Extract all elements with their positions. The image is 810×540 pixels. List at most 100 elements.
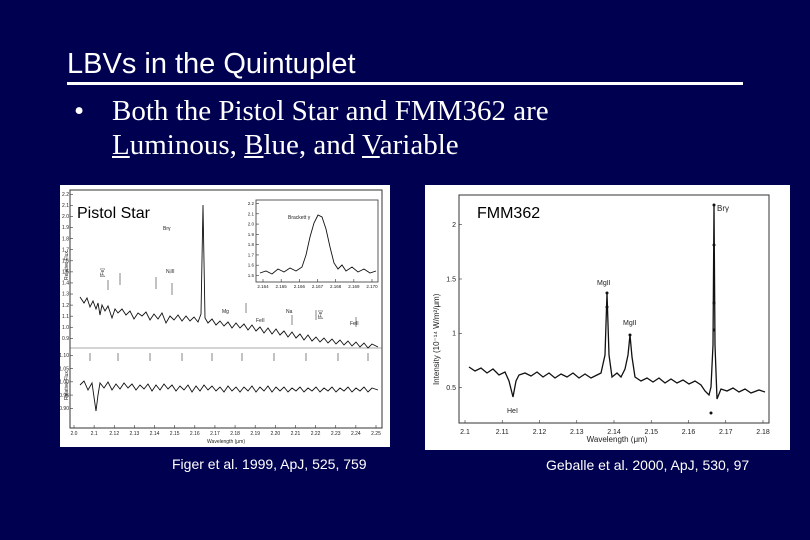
text-uminous: uminous, xyxy=(129,129,245,161)
tick-label: 2.18 xyxy=(230,431,240,437)
x-ticks: 2.0 2.1 2.12 2.13 2.14 2.15 2.16 2.17 2.18 2.19 2.… xyxy=(71,425,381,437)
tick-label: 0.95 xyxy=(60,393,69,399)
tick-label: 2.16 xyxy=(190,431,200,437)
pistol-star-label: Pistol Star xyxy=(77,205,150,222)
annotation-mgii-2: MgII xyxy=(623,320,637,327)
text-lue: lue, and xyxy=(263,129,362,161)
tick-label: 2.2 xyxy=(248,201,255,206)
tick-label: 1.4 xyxy=(62,281,69,287)
tick-label: 1.7 xyxy=(248,252,255,257)
inset-label: Brackett γ xyxy=(288,215,311,221)
annotation-fe-2: [Fe] xyxy=(318,310,324,319)
tick-label: 2.17 xyxy=(210,431,220,437)
tick-label: 1.1 xyxy=(62,314,69,320)
tick-label: 1.6 xyxy=(248,263,255,268)
tick-label: 2.14 xyxy=(150,431,160,437)
annotation-mg: Mg xyxy=(222,309,229,315)
bullet-text-line1: Both the Pistol Star and FMM362 are xyxy=(112,95,549,127)
tick-label: 2.1 xyxy=(91,431,98,437)
tick-label: 2.20 xyxy=(270,431,280,437)
initial-b: B xyxy=(244,129,264,161)
annotation-niii: NᵢIII xyxy=(166,269,175,275)
tick-label: 1.8 xyxy=(62,236,69,242)
pistol-star-spectrum-plot: 2.22.12.01.91.81.71.61.51.41.31.21.11.00… xyxy=(60,189,383,445)
tick-label: 2.24 xyxy=(351,431,361,437)
line-marks-bottom xyxy=(89,353,369,361)
fmm362-points xyxy=(605,203,716,415)
tick-label: 1.7 xyxy=(62,247,69,253)
tick-label: 2.167 xyxy=(312,284,324,289)
tick-label: 2.166 xyxy=(294,284,306,289)
tick-label: 1.0 xyxy=(62,325,69,331)
tick-label: 2.22 xyxy=(311,431,321,437)
tick-label: 2.164 xyxy=(257,284,269,289)
tick-label: 0.90 xyxy=(60,406,69,412)
xlabel: Wavelength (μm) xyxy=(207,439,245,445)
tick-label: 0.5 xyxy=(446,385,456,392)
initial-l: L xyxy=(112,129,130,161)
tick-label: 1.5 xyxy=(446,276,456,283)
text-ariable: ariable xyxy=(379,129,459,161)
brackett-gamma-inset: Brackett γ 2.164 2.165 2.166 2.167 2.168 2.16… xyxy=(248,199,379,289)
tick-label: 1.5 xyxy=(248,273,255,278)
tick-label: 1.8 xyxy=(248,242,255,247)
tick-label: 2.168 xyxy=(330,284,342,289)
tick-label: 2.21 xyxy=(291,431,301,437)
tick-label: 2.13 xyxy=(130,431,140,437)
tick-label: 1.6 xyxy=(62,258,69,264)
tick-label: 2.0 xyxy=(62,214,69,220)
y-ticks-bottom: 1.10 1.05 1.00 0.95 0.90 xyxy=(60,353,73,412)
spectrum-top xyxy=(79,204,379,349)
spectrum-bottom xyxy=(79,380,379,412)
tick-label: 2.15 xyxy=(644,429,658,436)
tick-label: 2.18 xyxy=(756,429,770,436)
annotation-brg: Brγ xyxy=(717,204,729,213)
ylabel: Intensity (10⁻¹⁴ W/m²/μm) xyxy=(432,293,441,385)
tick-label: 2.13 xyxy=(570,429,584,436)
fmm362-label: FMM362 xyxy=(477,205,541,222)
tick-label: 2.25 xyxy=(371,431,381,437)
bullet-marker: • xyxy=(74,95,85,127)
tick-label: 2.19 xyxy=(250,431,260,437)
fmm362-spectrum-figure: 2 1.5 1 0.5 2.1 2.11 2.12 2.13 2.14 2.15 2.16 2.17… xyxy=(425,185,790,450)
slide-title: LBVs in the Quintuplet xyxy=(67,48,356,80)
bullet-text-line2: Luminous, Blue, and Variable xyxy=(112,129,459,162)
tick-label: 2.14 xyxy=(607,429,621,436)
tick-label: 2.15 xyxy=(170,431,180,437)
tick-label: 2.170 xyxy=(366,284,378,289)
tick-label: 1.00 xyxy=(60,380,69,386)
initial-v: V xyxy=(362,129,380,161)
inset-spectrum xyxy=(259,214,377,275)
fmm362-spectrum-plot: 2 1.5 1 0.5 2.1 2.11 2.12 2.13 2.14 2.15 2.16 2.17… xyxy=(432,194,770,444)
tick-label: 2.0 xyxy=(248,222,255,227)
tick-label: 2.1 xyxy=(460,429,470,436)
tick-label: 2.2 xyxy=(62,192,69,198)
fmm362-caption: Geballe et al. 2000, ApJ, 530, 97 xyxy=(546,457,750,473)
tick-label: 2.165 xyxy=(276,284,288,289)
tick-label: 1.3 xyxy=(62,292,69,298)
y-ticks: 2 1.5 1 0.5 xyxy=(446,222,462,392)
tick-label: 2.16 xyxy=(682,429,696,436)
ylabel-top: Relative Flux xyxy=(64,251,70,280)
annotation-na: Na xyxy=(286,309,293,315)
tick-label: 2.12 xyxy=(109,431,119,437)
line-marks-top xyxy=(107,273,357,327)
tick-label: 2.12 xyxy=(533,429,547,436)
title-underline xyxy=(67,82,743,85)
y-ticks-top: 2.2 2.1 2.0 1.9 1.8 1.7 1.6 1.5 1.4 1.3 1.2 1.1 1.0 0… xyxy=(62,192,73,342)
tick-label: 2.169 xyxy=(348,284,360,289)
tick-label: 1.9 xyxy=(248,232,255,237)
pistol-star-caption: Figer et al. 1999, ApJ, 525, 759 xyxy=(172,456,367,472)
tick-label: 2.1 xyxy=(62,203,69,209)
tick-label: 1.9 xyxy=(62,225,69,231)
annotation-feii-2: FeII xyxy=(350,321,359,327)
fmm362-spectrum xyxy=(468,204,766,400)
inset-y-ticks: 2.2 2.1 2.0 1.9 1.8 1.7 1.6 1.5 xyxy=(248,201,259,278)
tick-label: 2.11 xyxy=(496,429,509,436)
inset-x-ticks: 2.164 2.165 2.166 2.167 2.168 2.169 2.170 xyxy=(257,279,378,289)
annotation-feii-1: FeII xyxy=(256,318,265,324)
tick-label: 1.5 xyxy=(62,270,69,276)
annotation-brg: Brγ xyxy=(163,226,171,232)
tick-label: 1 xyxy=(452,331,456,338)
tick-label: 1.05 xyxy=(60,366,69,372)
